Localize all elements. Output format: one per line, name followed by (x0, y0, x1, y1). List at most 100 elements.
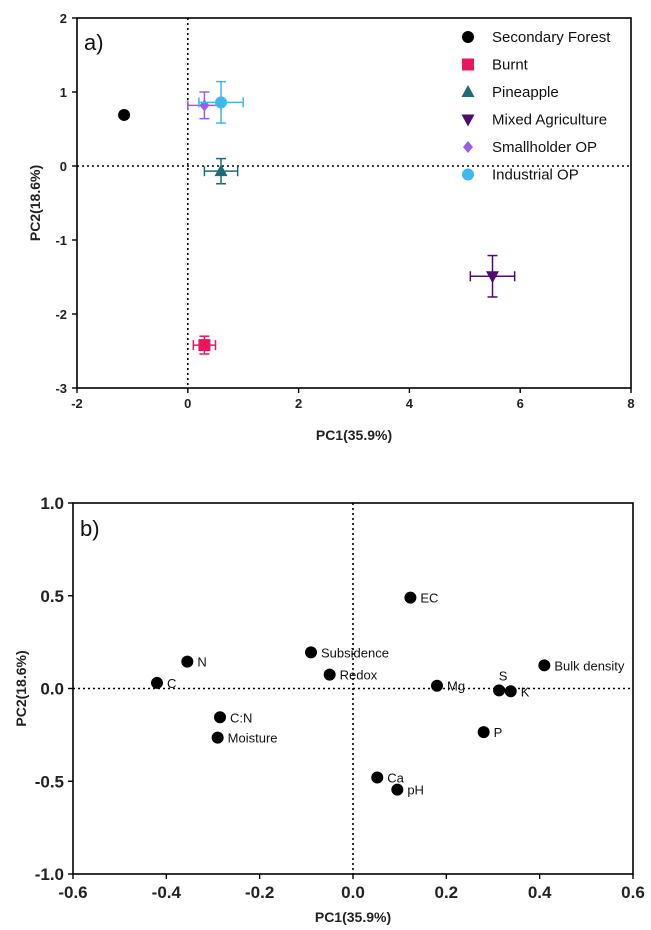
loading-point-redox (323, 668, 336, 681)
loading-subsidence: Subsidence (305, 645, 389, 660)
loading-ec: EC (404, 591, 438, 606)
legend-marker-secondary-forest (462, 31, 474, 43)
loading-point-bulk-density (538, 659, 551, 672)
legend-marker-burnt (462, 58, 474, 71)
y-tick-label: 0.5 (40, 587, 64, 606)
loading-label-s: S (499, 668, 508, 683)
y-tick-label: 0 (60, 159, 67, 174)
y-tick-label: -1 (55, 233, 67, 248)
y-tick-label: -2 (55, 307, 67, 322)
x-axis-label: PC1(35.9%) (315, 909, 391, 925)
loading-point-c (151, 676, 163, 689)
loading-n: N (181, 655, 207, 670)
data-point-smallholder-op (199, 99, 210, 112)
data-point-mixed-agriculture (486, 271, 499, 284)
legend: Secondary Forest Burnt Pineapple Mixed Agri… (461, 29, 611, 184)
plot-frame (76, 17, 632, 389)
loading-label-mg: Mg (447, 679, 465, 694)
legend-marker-industrial-op (462, 168, 474, 181)
y-tick-label: -1.0 (35, 865, 64, 884)
loading-label-subsidence: Subsidence (321, 645, 389, 660)
loading-redox: Redox (323, 668, 378, 683)
loading-label-moisture: Moisture (228, 731, 278, 746)
loading-label-redox: Redox (340, 668, 378, 683)
y-axis-label: PC2(18.6%) (13, 650, 29, 726)
pca-scores-chart: -2 0 2 4 6 8 -3 -2 -1 0 1 2 PC1(35.9%) PC2(18.6%) a) Se… (27, 11, 635, 443)
y-tick-label: -3 (55, 381, 67, 396)
loading-point-moisture (211, 731, 224, 744)
legend-label-burnt: Burnt (492, 57, 529, 74)
loading-p: P (477, 725, 503, 740)
loading-ph: pH (391, 783, 424, 798)
series-burnt (192, 335, 217, 355)
panel-label: b) (80, 516, 100, 541)
x-tick-label: -0.6 (58, 883, 87, 902)
data-point-industrial-op (215, 96, 228, 109)
loading-point-subsidence (305, 646, 317, 659)
loading-point-c-n (214, 711, 226, 724)
loading-point-ca (371, 771, 384, 784)
x-axis-label: PC1(35.9%) (316, 427, 392, 443)
data-point-secondary-forest (118, 108, 131, 121)
loading-label-bulk-density: Bulk density (554, 658, 625, 673)
loading-point-mg (431, 679, 443, 692)
y-axis-label: PC2(18.6%) (27, 165, 43, 241)
loading-label-ca: Ca (387, 771, 404, 786)
x-tick-label: 8 (627, 396, 634, 411)
loading-point-ph (391, 783, 404, 796)
loading-point-k (504, 685, 517, 698)
legend-marker-mixed-agriculture (461, 114, 475, 127)
legend-label-smallholder-op: Smallholder OP (492, 139, 597, 156)
loading-label-c-n: C:N (230, 710, 252, 725)
loading-c-n: C:N (214, 710, 252, 725)
loading-point-p (477, 726, 490, 739)
panel-label: a) (84, 30, 104, 55)
loading-label-n: N (197, 655, 206, 670)
x-tick-label: 0.2 (435, 883, 459, 902)
loading-label-ec: EC (420, 591, 438, 606)
loading-moisture: Moisture (211, 731, 278, 746)
data-point-burnt (198, 339, 211, 352)
series-industrial-op (198, 80, 244, 124)
series-secondary-forest (118, 108, 131, 121)
loading-point-s (493, 684, 506, 697)
x-tick-label: 0.4 (528, 883, 552, 902)
loading-label-p: P (494, 725, 503, 740)
loading-label-k: K (521, 684, 530, 699)
x-tick-label: 2 (295, 396, 302, 411)
loading-mg: Mg (431, 679, 465, 694)
legend-label-secondary-forest: Secondary Forest (492, 29, 611, 46)
loading-s: S (493, 668, 508, 697)
legend-label-mixed-agriculture: Mixed Agriculture (492, 112, 607, 129)
y-tick-label: 1 (60, 85, 67, 100)
legend-marker-smallholder-op (463, 141, 473, 153)
y-tick-label: -0.5 (35, 772, 64, 791)
loading-k: K (504, 684, 530, 699)
series-pineapple (203, 157, 239, 185)
loading-bulk-density: Bulk density (538, 658, 625, 673)
x-tick-label: 0 (184, 396, 191, 411)
pca-loadings-chart: -0.6 -0.4 -0.2 0.0 0.2 0.4 0.6 -1.0 -0.5 0.0 0.5 1.… (13, 494, 645, 925)
x-tick-label: -0.2 (245, 883, 274, 902)
y-tick-label: 0.0 (40, 680, 64, 699)
series-mixed-agriculture (469, 254, 516, 298)
y-tick-label: 1.0 (40, 494, 64, 513)
data-point-pineapple (214, 164, 228, 177)
x-tick-label: 0.0 (341, 883, 365, 902)
loading-c: C (151, 676, 176, 691)
y-tick-label: 2 (60, 11, 67, 26)
loading-point-ec (404, 591, 417, 604)
x-tick-label: -2 (71, 396, 83, 411)
loading-label-ph: pH (407, 783, 424, 798)
loading-ca: Ca (371, 771, 405, 786)
legend-label-pineapple: Pineapple (492, 84, 559, 101)
loading-point-n (181, 655, 194, 668)
x-tick-label: 0.6 (621, 883, 645, 902)
legend-label-industrial-op: Industrial OP (492, 167, 579, 184)
x-tick-label: 4 (406, 396, 414, 411)
x-tick-label: 6 (517, 396, 524, 411)
x-tick-label: -0.4 (152, 883, 182, 902)
loading-label-c: C (167, 676, 176, 691)
legend-marker-pineapple (461, 85, 475, 97)
